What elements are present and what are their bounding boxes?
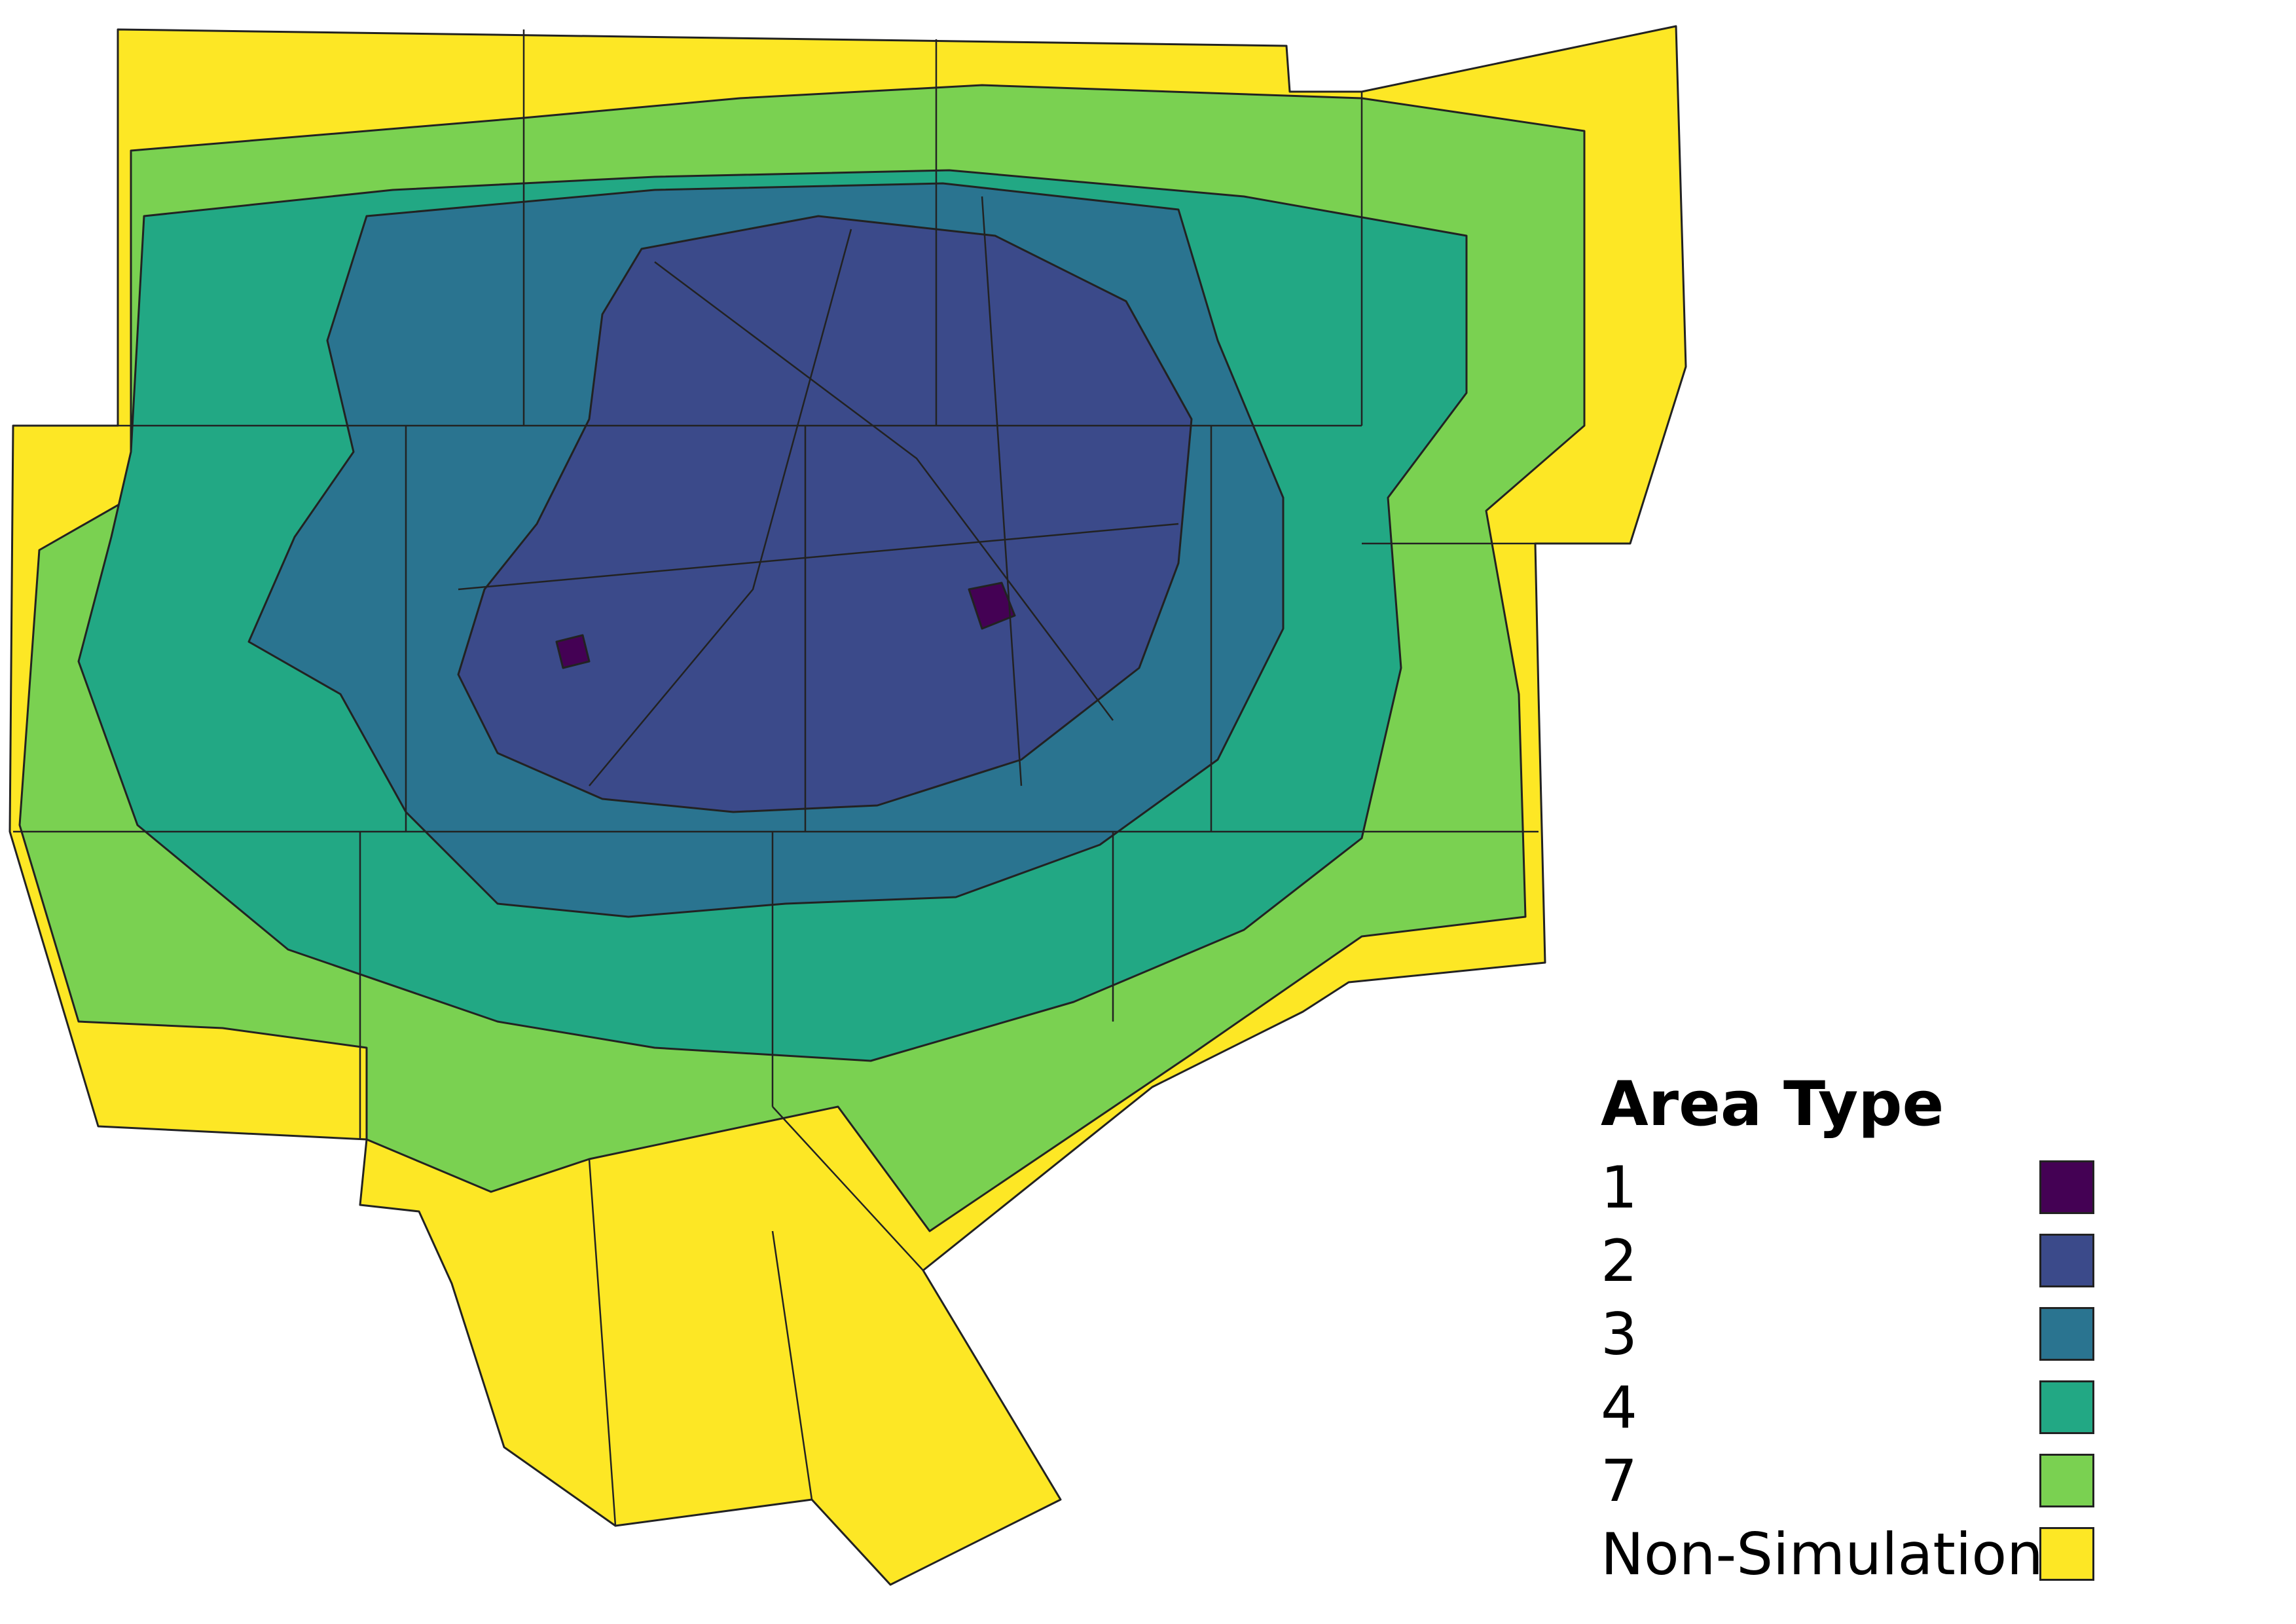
legend-label: 2: [1601, 1227, 1637, 1295]
legend-item: 3: [1601, 1306, 2111, 1368]
zone-type-1-cbd-east: [968, 581, 1016, 630]
legend-item: 1: [1601, 1159, 2111, 1221]
legend-swatch: [2039, 1454, 2094, 1507]
legend-label: 3: [1601, 1301, 1637, 1368]
map-zones: [9, 25, 1687, 1586]
legend-label: 1: [1601, 1154, 1637, 1221]
legend-swatch: [2039, 1527, 2094, 1581]
legend-item: 2: [1601, 1232, 2111, 1295]
legend-label: 4: [1601, 1374, 1637, 1441]
legend-swatch: [2039, 1234, 2094, 1287]
legend-swatch: [2039, 1307, 2094, 1361]
legend-item: Non-Simulation: [1601, 1526, 2111, 1588]
legend-label: 7: [1601, 1447, 1637, 1515]
zone-type-1-cbd-west: [555, 634, 591, 669]
map-legend: Area Type 1 2 3 4 7 Non-Simulation: [1601, 1074, 2111, 1598]
legend-item: 7: [1601, 1452, 2111, 1515]
legend-swatch: [2039, 1160, 2094, 1214]
legend-item: 4: [1601, 1379, 2111, 1441]
legend-label: Non-Simulation: [1601, 1521, 2043, 1588]
legend-title: Area Type: [1601, 1069, 1944, 1140]
legend-swatch: [2039, 1380, 2094, 1434]
